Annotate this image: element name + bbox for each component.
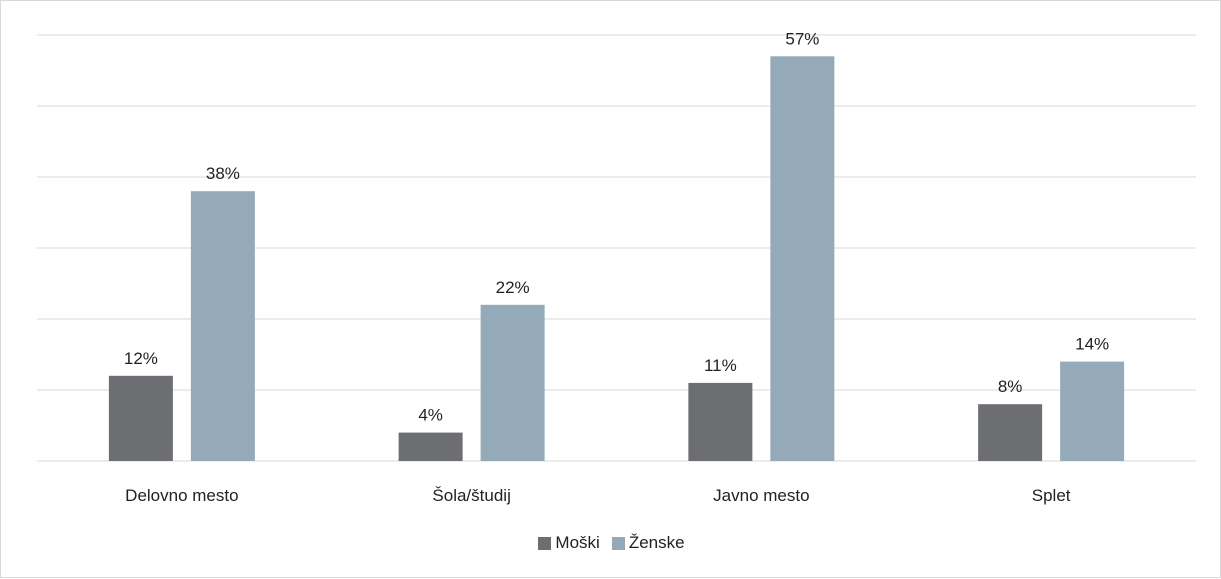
bar-enske-1	[480, 304, 545, 461]
category-label: Splet	[1032, 486, 1071, 505]
bar-moki-1	[398, 432, 463, 461]
bar-enske-0	[190, 191, 255, 461]
data-label-moki-3: 8%	[998, 377, 1023, 396]
bar-moki-0	[108, 375, 173, 461]
data-label-enske-2: 57%	[785, 29, 819, 48]
data-label-enske-3: 14%	[1075, 335, 1109, 354]
legend: Moški Ženske	[1, 533, 1221, 553]
legend-item-zenske: Ženske	[611, 533, 685, 553]
data-label-moki-1: 4%	[418, 406, 443, 425]
data-label-moki-0: 12%	[124, 349, 158, 368]
bar-moki-3	[978, 404, 1043, 461]
data-label-enske-1: 22%	[496, 278, 530, 297]
bar-moki-2	[688, 382, 753, 461]
legend-label-moski: Moški	[555, 533, 600, 552]
legend-swatch-zenske	[611, 536, 625, 550]
category-label: Šola/študij	[432, 486, 510, 505]
category-label: Javno mesto	[713, 486, 809, 505]
data-label-moki-2: 11%	[704, 356, 737, 375]
legend-item-moski: Moški	[538, 533, 600, 553]
data-label-enske-0: 38%	[206, 164, 240, 183]
legend-swatch-moski	[538, 536, 552, 550]
bar-enske-2	[770, 56, 835, 462]
bar-enske-3	[1060, 361, 1125, 461]
legend-label-zenske: Ženske	[628, 533, 685, 552]
category-label: Delovno mesto	[125, 486, 238, 505]
